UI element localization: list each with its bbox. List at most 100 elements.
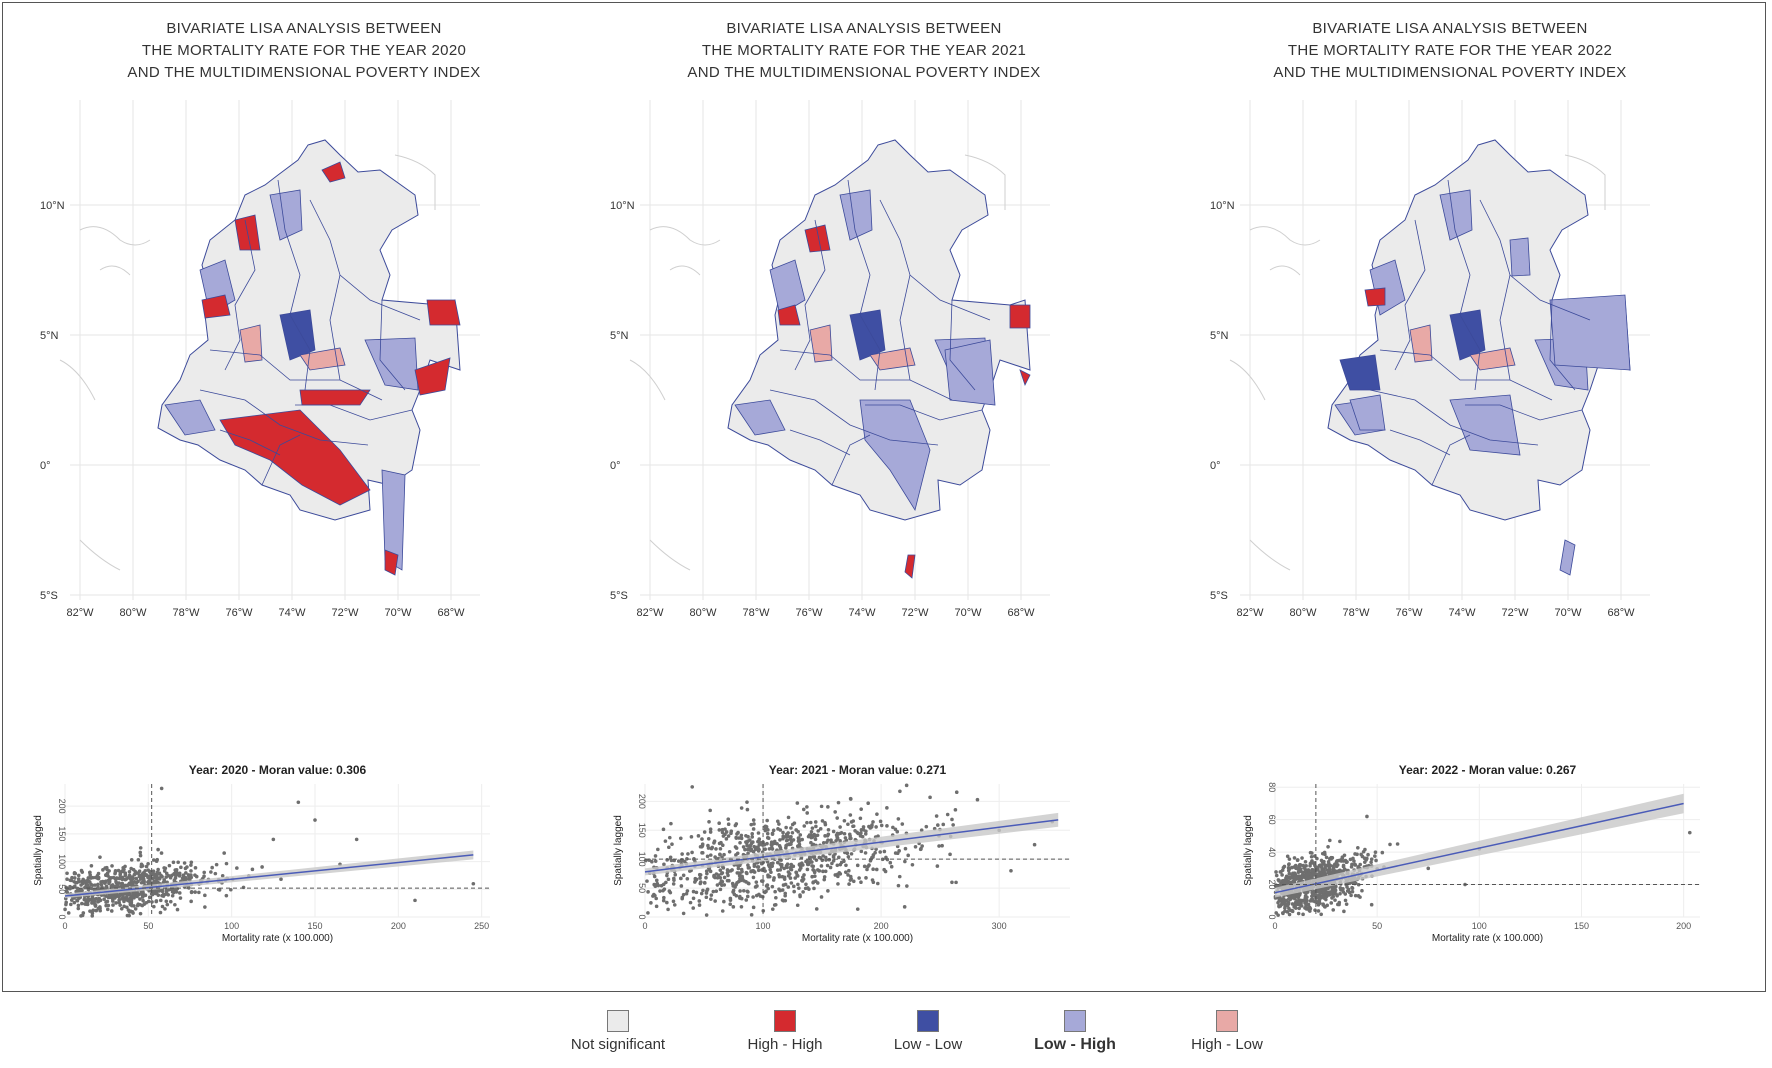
scatter-point <box>128 892 132 897</box>
y-tick-label: 200 <box>57 799 67 814</box>
department-border <box>1465 404 1583 421</box>
department-border <box>277 179 311 391</box>
scatter-point <box>802 873 806 877</box>
scatter-point <box>789 826 793 830</box>
scatter-point <box>118 871 123 875</box>
scatter-point <box>681 873 686 878</box>
scatter-point <box>652 874 657 879</box>
scatter-point <box>1321 893 1326 898</box>
scatter-point <box>725 868 730 872</box>
scatter-point <box>1277 879 1281 883</box>
scatter-point <box>72 900 77 905</box>
scatter-point <box>739 833 744 838</box>
region-low-high <box>269 189 303 241</box>
scatter-point <box>704 891 709 895</box>
scatter-point <box>678 836 683 841</box>
scatter-point <box>812 886 816 891</box>
scatter-title: Year: 2021 - Moran value: 0.271 <box>769 763 947 777</box>
scatter-point <box>950 817 954 822</box>
scatter-point <box>704 913 709 917</box>
scatter-point <box>718 852 722 857</box>
scatter-point <box>93 904 98 908</box>
scatter-point <box>784 832 789 837</box>
scatter-point <box>755 845 759 850</box>
scatter-point <box>723 827 727 831</box>
lon-label: 82°W <box>636 607 664 619</box>
scatter-point <box>772 841 777 846</box>
scatter-point <box>731 890 735 894</box>
scatter-point <box>746 890 750 894</box>
scatter-point <box>895 829 900 834</box>
scatter-point <box>953 808 958 812</box>
scatter-point <box>817 869 822 873</box>
scatter-point <box>775 868 780 872</box>
scatter-point <box>96 906 101 911</box>
scatter-point <box>1304 906 1309 911</box>
scatter-point <box>889 864 894 869</box>
region-high-high <box>804 224 831 253</box>
scatter-point <box>70 875 74 880</box>
scatter-point <box>111 903 115 907</box>
scatter-point <box>173 902 177 907</box>
figure-frame <box>2 2 1766 992</box>
lat-label: 10°N <box>40 200 65 212</box>
scatter-point <box>871 820 875 824</box>
scatter-point <box>1319 865 1324 869</box>
scatter-point <box>114 901 118 905</box>
scatter-point <box>1308 864 1312 868</box>
scatter-point <box>815 881 820 885</box>
scatter-point <box>765 818 769 823</box>
legend-swatch <box>1064 1010 1086 1032</box>
scatter-point <box>646 890 650 894</box>
scatter-point <box>163 907 167 911</box>
scatter-point <box>1373 854 1377 858</box>
scatter-point <box>835 816 839 820</box>
region-high-high <box>201 294 231 319</box>
scatter-point <box>883 869 888 874</box>
scatter-point <box>1329 901 1334 905</box>
scatter-point <box>1338 891 1342 896</box>
scatter-point <box>700 844 705 849</box>
scatter-point <box>698 876 702 880</box>
scatter-point <box>90 914 95 918</box>
scatter-point <box>766 836 771 840</box>
scatter-point <box>193 890 197 894</box>
scatter-point <box>726 817 731 821</box>
scatter-point <box>810 826 815 830</box>
x-tick-label: 50 <box>1372 921 1382 931</box>
scatter-point <box>1297 906 1301 911</box>
scatter-point <box>163 866 168 871</box>
scatter-point <box>717 828 722 832</box>
scatter-point <box>830 861 834 866</box>
scatter-point <box>137 869 142 874</box>
y-axis-label: Spatially lagged <box>1243 815 1254 886</box>
scatter-point <box>838 825 842 829</box>
scatter-point <box>1287 862 1291 866</box>
scatter-point <box>86 879 91 884</box>
scatter-point <box>849 820 854 824</box>
scatter-point <box>789 839 794 844</box>
scatter-point <box>1293 900 1298 905</box>
department-border <box>379 299 406 391</box>
moran-scatter-2020: Year: 2020 - Moran value: 0.306 0 50 100 150… <box>33 763 490 944</box>
scatter-point <box>1369 902 1374 907</box>
scatter-point <box>1287 857 1292 861</box>
region-low-low <box>1449 309 1486 361</box>
scatter-point <box>1301 863 1306 868</box>
scatter-point <box>662 895 666 900</box>
department-border <box>1549 299 1576 391</box>
scatter-point <box>783 898 788 903</box>
scatter-point <box>93 875 98 880</box>
legend-swatch <box>1216 1010 1238 1032</box>
scatter-point <box>751 869 755 873</box>
scatter-point <box>727 849 732 854</box>
scatter-point <box>862 864 867 869</box>
scatter-point <box>708 853 713 857</box>
scatter-point <box>842 818 847 823</box>
scatter-point <box>807 833 812 837</box>
scatter-point <box>749 822 754 827</box>
scatter-point <box>885 857 890 862</box>
scatter-point <box>735 851 740 856</box>
scatter-point <box>807 887 811 891</box>
scatter-point <box>1280 873 1284 877</box>
